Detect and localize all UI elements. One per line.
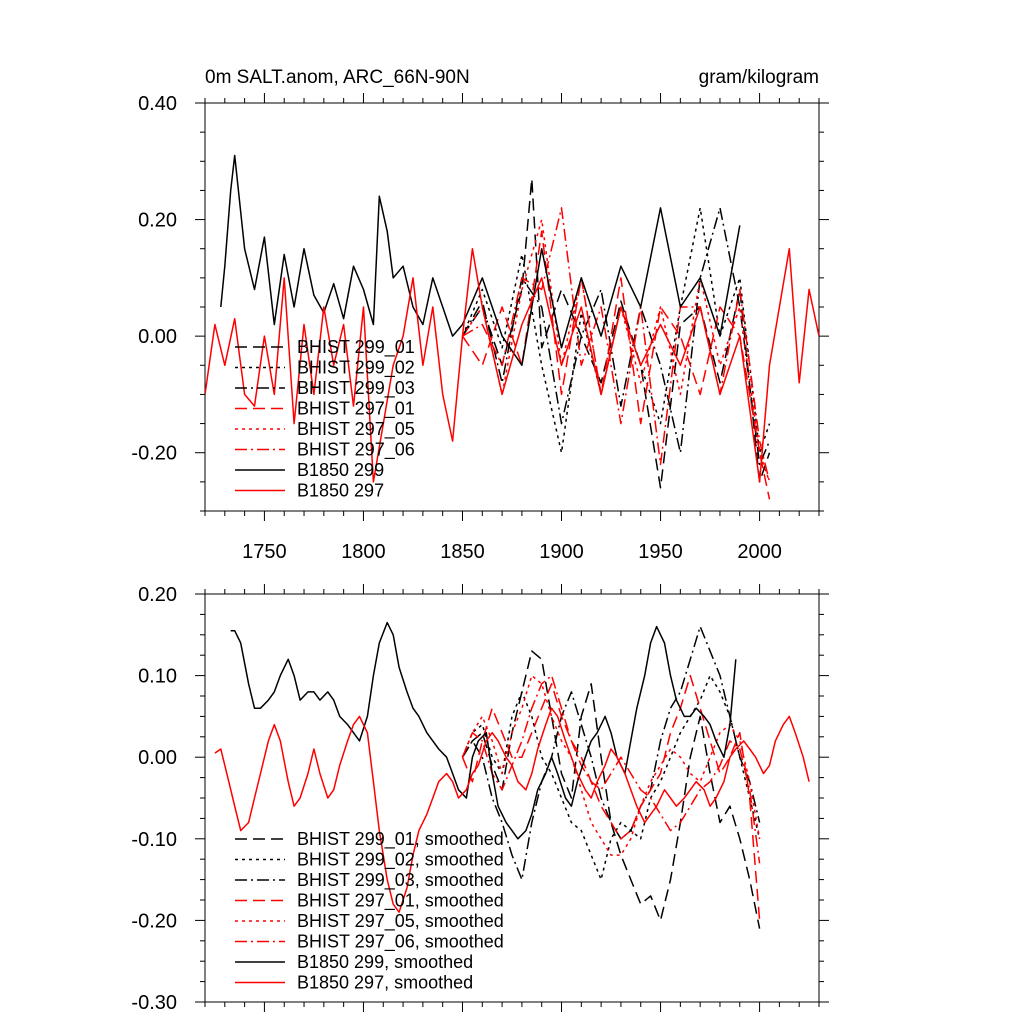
series-line-6 — [462, 207, 771, 483]
series-line-6 — [461, 674, 761, 864]
x-tick-label: 1900 — [539, 541, 584, 563]
y-tick-label: 0.20 — [138, 584, 177, 606]
legend-label: BHIST 297_05, smoothed — [297, 911, 504, 932]
series-group — [214, 621, 810, 929]
legend-label: BHIST 299_01 — [297, 337, 415, 358]
y-tick-label: -0.20 — [131, 443, 177, 465]
legend-label: BHIST 297_01 — [297, 399, 415, 420]
legend-label: B1850 299, smoothed — [297, 952, 473, 972]
legend-label: BHIST 299_03 — [297, 378, 415, 399]
legend-label: BHIST 297_06 — [297, 440, 415, 461]
y-tick-label: 0.20 — [138, 210, 177, 232]
series-line-5 — [461, 674, 761, 856]
series-line-3 — [461, 207, 771, 466]
series-line-8 — [214, 707, 810, 913]
series-line-4 — [461, 674, 761, 921]
legend-label: B1850 297 — [297, 481, 384, 501]
x-tick-label: 1750 — [242, 541, 287, 563]
series-line-8 — [205, 247, 819, 483]
series-group — [205, 154, 819, 500]
x-tick-label: 1950 — [638, 541, 683, 563]
legend-label: BHIST 299_02, smoothed — [297, 850, 504, 871]
y-tick-label: 0.00 — [138, 326, 177, 348]
legend-label: B1850 299 — [297, 460, 384, 480]
y-tick-label: 0.00 — [138, 747, 177, 769]
x-tick-label: 2000 — [737, 541, 782, 563]
legend-label: B1850 297, smoothed — [297, 973, 473, 993]
y-tick-label: -0.20 — [131, 910, 177, 932]
legend-label: BHIST 297_01, smoothed — [297, 891, 504, 912]
x-tick-label: 1800 — [341, 541, 386, 563]
panel-2: -0.30 -0.20 -0.10 0.00 0.10 0.20 BHIST 299_01,… — [131, 584, 829, 1014]
series-line-1 — [461, 178, 771, 489]
y-tick-label: -0.10 — [131, 829, 177, 851]
series-line-2 — [461, 207, 771, 454]
series-line-7 — [220, 154, 741, 367]
y-tick-label: 0.10 — [138, 666, 177, 688]
legend-label: BHIST 297_05 — [297, 419, 415, 440]
units-label: gram/kilogram — [699, 67, 819, 88]
chart-title: 0m SALT.anom, ARC_66N-90N — [205, 67, 470, 88]
legend-label: BHIST 297_06, smoothed — [297, 932, 504, 953]
y-tick-label: -0.30 — [131, 992, 177, 1014]
legend-label: BHIST 299_01, smoothed — [297, 829, 504, 850]
series-line-1 — [461, 650, 761, 929]
x-tick-label: 1850 — [440, 541, 485, 563]
legend-label: BHIST 299_02 — [297, 358, 415, 379]
series-line-3 — [461, 625, 761, 881]
panel-1: 1750 1800 1850 1900 1950 2000 -0.20 0.00 0.20 0.4… — [131, 67, 829, 563]
y-tick-label: 0.40 — [138, 93, 177, 115]
legend-label: BHIST 299_03, smoothed — [297, 870, 504, 891]
series-line-7 — [230, 621, 737, 840]
